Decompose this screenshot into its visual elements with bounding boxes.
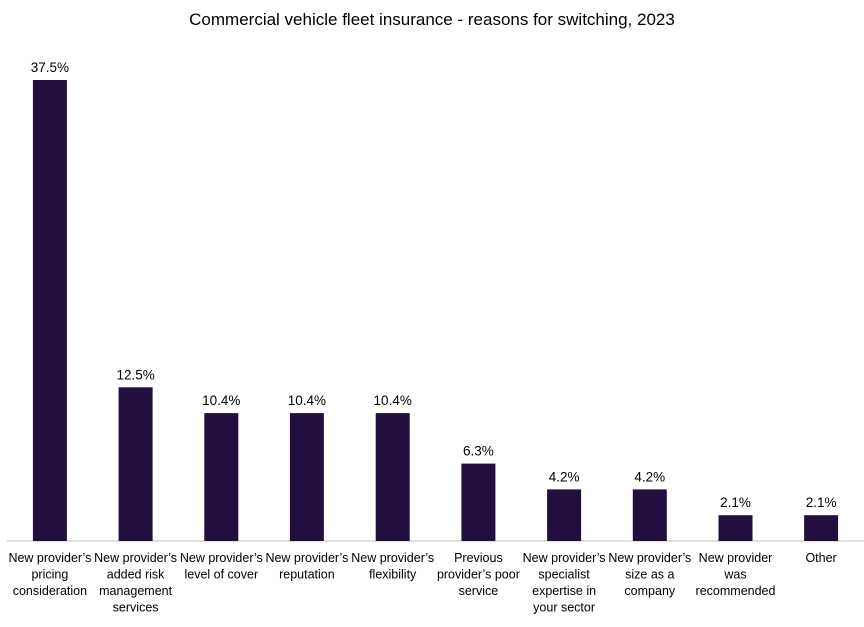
category-label-line: New provider’s [94, 551, 177, 565]
category-label-line: level of cover [184, 568, 258, 582]
category-label: New provider was recommended [696, 551, 776, 598]
category-label-line: service [459, 584, 499, 598]
data-label: 2.1% [806, 495, 837, 510]
data-label: 2.1% [720, 495, 751, 510]
bar [118, 387, 153, 541]
category-label: New provider’s reputation [265, 551, 348, 582]
category-label-line: New provider’s [8, 551, 91, 565]
category-label-line: was [723, 568, 746, 582]
data-label: 37.5% [31, 60, 69, 75]
category-label-line: Other [805, 551, 836, 565]
category-label-line: company [624, 584, 675, 598]
category-label: New provider’s pricing consideration [8, 551, 91, 598]
bar [375, 413, 410, 541]
chart-title: Commercial vehicle fleet insurance - rea… [189, 10, 675, 29]
bar [461, 463, 496, 541]
bar [547, 489, 582, 541]
category-label-line: New provider’s [608, 551, 691, 565]
category-label-line: reputation [279, 568, 335, 582]
data-label: 10.4% [374, 393, 412, 408]
category-label: New provider’s specialist expertise in your… [523, 551, 606, 615]
bar [718, 515, 753, 541]
category-label-line: expertise in [532, 584, 596, 598]
data-label: 4.2% [634, 469, 665, 484]
category-label-line: flexibility [369, 568, 417, 582]
category-label-line: New provider’s [523, 551, 606, 565]
category-label-line: specialist [538, 568, 590, 582]
category-label-line: consideration [13, 584, 87, 598]
data-label: 10.4% [202, 393, 240, 408]
category-label-line: provider’s poor [437, 568, 520, 582]
bar [204, 413, 239, 541]
category-label-line: New provider’s [265, 551, 348, 565]
bar [289, 413, 324, 541]
category-label: Other [805, 551, 836, 565]
category-label-line: New provider’s [351, 551, 434, 565]
category-label: New provider’s level of cover [180, 551, 263, 582]
data-label: 10.4% [288, 393, 326, 408]
category-label: Previous provider’s poor service [437, 551, 520, 598]
category-label-line: recommended [696, 584, 776, 598]
bar [632, 489, 667, 541]
category-label: New provider’s added risk management servic… [94, 551, 177, 615]
data-label: 6.3% [463, 444, 494, 459]
category-label-line: New provider [699, 551, 773, 565]
category-label-line: added risk [107, 568, 165, 582]
bar [804, 515, 839, 541]
category-label-line: your sector [533, 601, 595, 615]
category-label: New provider’s size as a company [608, 551, 691, 598]
data-label: 4.2% [549, 469, 580, 484]
bar [32, 80, 67, 541]
category-label-line: size as a [625, 568, 674, 582]
category-label-line: services [113, 601, 159, 615]
category-label-line: Previous [454, 551, 503, 565]
category-label-line: management [99, 584, 172, 598]
category-label-line: pricing [31, 568, 68, 582]
category-label: New provider’s flexibility [351, 551, 434, 582]
category-label-line: New provider’s [180, 551, 263, 565]
data-label: 12.5% [116, 367, 154, 382]
